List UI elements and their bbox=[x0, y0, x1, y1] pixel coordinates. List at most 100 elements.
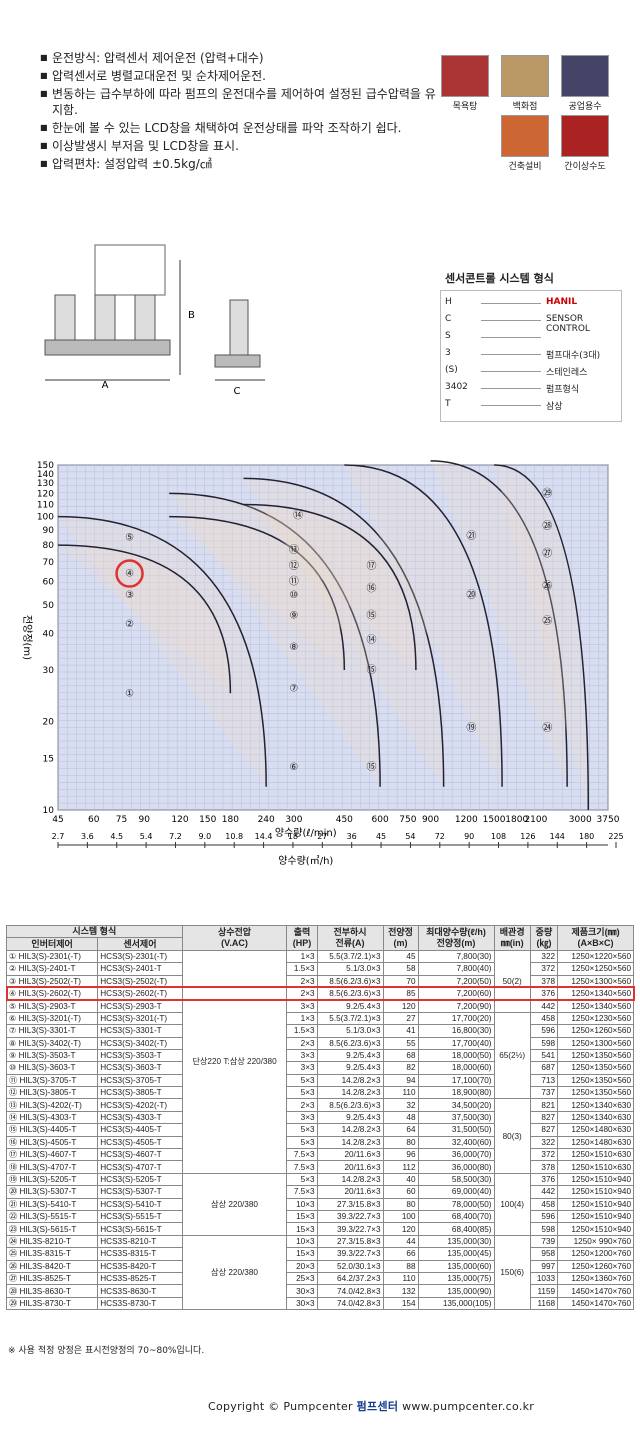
cell-flow: 17,100(70) bbox=[417, 1073, 495, 1088]
performance-chart: 1015203040506070809010011012013014015045… bbox=[21, 460, 624, 867]
cell-output: 7.5×3 bbox=[286, 1160, 318, 1174]
cell-inverter: ⑤ HIL3(S)-2903-T bbox=[5, 999, 99, 1013]
cell-pipe: 65(2½) bbox=[493, 1011, 531, 1100]
cell-inverter: ⑭ HIL3(S)-4303-T bbox=[5, 1110, 99, 1125]
table-row: ⑲ HIL3(S)-5205-T HCS3(S)-5205-T 삼상 220/380… bbox=[5, 1172, 634, 1236]
table-row: ⑧ HIL3(S)-3402(-T) HCS3(S)-3402(-T) 2×3 8.5… bbox=[5, 1036, 634, 1050]
cell-output: 3×3 bbox=[286, 1048, 318, 1063]
cell-weight: 322 bbox=[529, 1135, 559, 1150]
cell-head: 58 bbox=[382, 962, 419, 976]
cell-output: 15×3 bbox=[286, 1222, 318, 1236]
x2-tick-label: 3.6 bbox=[81, 832, 94, 841]
x-tick-label: 150 bbox=[199, 815, 216, 825]
model-code-connector bbox=[481, 388, 541, 389]
y-axis-label: 전양정(m) bbox=[21, 615, 33, 660]
table-row: ⑥ HIL3(S)-3201(-T) HCS3(S)-3201(-T) 1×3 5.5… bbox=[5, 1011, 634, 1100]
x2-tick-label: 5.4 bbox=[140, 832, 153, 841]
table-row: ⑰ HIL3(S)-4607-T HCS3(S)-4607-T 7.5×3 20/11… bbox=[5, 1148, 634, 1162]
performance-curve bbox=[57, 515, 267, 787]
cell-sensor: HCS3(S)-4202(-T) bbox=[97, 1098, 183, 1112]
x-tick-label: 3750 bbox=[597, 815, 620, 825]
cell-flow: 36,000(80) bbox=[417, 1160, 495, 1174]
table-row: ㉕ HIL3S-8315-T HCS3S-8315-T 15×3 39.3/22.7×… bbox=[5, 1247, 634, 1261]
cell-inverter: ㉕ HIL3S-8315-T bbox=[5, 1247, 99, 1261]
cell-head: 85 bbox=[382, 986, 419, 1001]
region-label: ① bbox=[125, 688, 134, 699]
cell-weight: 442 bbox=[529, 999, 559, 1013]
cell-weight: 687 bbox=[529, 1061, 559, 1075]
cell-size: 1250×1340×630 bbox=[557, 1098, 634, 1112]
cell-head: 32 bbox=[382, 1098, 419, 1112]
cell-weight: 1159 bbox=[529, 1284, 559, 1298]
cell-head: 80 bbox=[382, 1197, 419, 1212]
cell-size: 1250×1220×560 bbox=[557, 949, 634, 964]
feature-item: ■ 운전방식: 압력센서 제어운전 (압력+대수) bbox=[40, 50, 440, 66]
cell-inverter: ㉑ HIL3(S)-5410-T bbox=[5, 1197, 99, 1212]
header-current: 전부하시 전류(A) bbox=[316, 925, 384, 951]
cell-weight: 827 bbox=[529, 1110, 559, 1125]
table-row: ⑫ HIL3(S)-3805-T HCS3(S)-3805-T 5×3 14.2/8.… bbox=[5, 1086, 634, 1100]
cell-output: 7.5×3 bbox=[286, 1185, 318, 1199]
application-item: 간이상수도 bbox=[560, 115, 610, 172]
cell-output: 30×3 bbox=[286, 1284, 318, 1298]
region-label: ⑮ bbox=[367, 664, 377, 676]
table-row: ⑳ HIL3(S)-5307-T HCS3(S)-5307-T 7.5×3 20/11… bbox=[5, 1185, 634, 1199]
cell-weight: 997 bbox=[529, 1259, 559, 1273]
cell-head: 66 bbox=[382, 1247, 419, 1261]
cell-sensor: HCS3(S)-3603-T bbox=[97, 1061, 183, 1075]
cell-flow: 7,200(60) bbox=[417, 986, 495, 1001]
cell-sensor: HCS3(S)-2602(-T) bbox=[97, 986, 183, 1001]
cell-inverter: ⑰ HIL3(S)-4607-T bbox=[5, 1148, 99, 1162]
region-label: ⑰ bbox=[367, 560, 377, 572]
site-url[interactable]: www.pumpcenter.co.kr bbox=[402, 1400, 535, 1413]
cell-output: 1.5×3 bbox=[286, 1024, 318, 1038]
y-tick-label: 100 bbox=[37, 513, 54, 523]
application-item: 백화점 bbox=[500, 55, 550, 112]
cell-sensor: HCS3S-8420-T bbox=[97, 1259, 183, 1273]
cell-size: 1450×1470×760 bbox=[557, 1284, 634, 1298]
x-tick-label: 1500 bbox=[483, 815, 506, 825]
application-image bbox=[441, 55, 489, 97]
cell-inverter: ㉒ HIL3(S)-5515-T bbox=[5, 1209, 99, 1224]
application-item: 공업용수 bbox=[560, 55, 610, 112]
x-tick-label: 2100 bbox=[524, 815, 547, 825]
cell-current: 52.0/30.1×3 bbox=[316, 1259, 384, 1273]
cell-head: 70 bbox=[382, 974, 419, 988]
x-tick-label: 300 bbox=[285, 815, 302, 825]
cell-inverter: ㉘ HIL3S-8630-T bbox=[5, 1284, 99, 1298]
cell-sensor: HCS3(S)-3805-T bbox=[97, 1086, 183, 1100]
cell-flow: 34,500(20) bbox=[417, 1098, 495, 1112]
region-label: ⑲ bbox=[466, 722, 476, 734]
cell-flow: 135,000(60) bbox=[417, 1259, 495, 1273]
cell-weight: 598 bbox=[529, 1222, 559, 1236]
cell-size: 1250×1480×630 bbox=[557, 1123, 634, 1137]
cell-inverter: ⑬ HIL3(S)-4202(-T) bbox=[5, 1098, 99, 1112]
region-label: ⑭ bbox=[293, 509, 303, 521]
region-label: ⑳ bbox=[466, 589, 476, 601]
table-row: ㉔ HIL3S-8210-T HCS3S-8210-T 삼상 220/380 10×3… bbox=[5, 1234, 634, 1311]
cell-current: 64.2/37.2×3 bbox=[316, 1271, 384, 1286]
x2-tick-label: 4.5 bbox=[110, 832, 123, 841]
x2-axis-label: 양수량(㎥/h) bbox=[278, 854, 333, 867]
model-code-part: 3402 bbox=[445, 382, 468, 392]
region-label: ⑨ bbox=[289, 611, 298, 622]
cell-size: 1250× 990×760 bbox=[557, 1234, 634, 1249]
model-code-desc: 스테인레스 bbox=[546, 368, 588, 378]
header-weight: 중량 (㎏) bbox=[529, 925, 559, 951]
feature-text: 운전방식: 압력센서 제어운전 (압력+대수) bbox=[52, 51, 264, 65]
header-sensor: 센서제어 bbox=[97, 937, 183, 951]
cell-sensor: HCS3(S)-2401-T bbox=[97, 962, 183, 976]
cell-current: 5.5(3.7/2.1)×3 bbox=[316, 949, 384, 964]
cell-weight: 376 bbox=[529, 986, 559, 1001]
region-label: ㉕ bbox=[542, 615, 552, 627]
performance-curve bbox=[169, 515, 346, 671]
table-row: ⑯ HIL3(S)-4505-T HCS3(S)-4505-T 5×3 14.2/8.… bbox=[5, 1135, 634, 1150]
cell-current: 39.3/22.7×3 bbox=[316, 1247, 384, 1261]
pumpcenter-logo[interactable]: 펌프센터 bbox=[356, 1400, 399, 1413]
cell-sensor: HCS3(S)-3301-T bbox=[97, 1024, 183, 1038]
cell-weight: 958 bbox=[529, 1247, 559, 1261]
x2-tick-label: 144 bbox=[550, 832, 565, 841]
y-tick-label: 30 bbox=[43, 666, 55, 676]
cell-output: 10×3 bbox=[286, 1234, 318, 1249]
table-row: ㉙ HIL3S-8730-T HCS3S-8730-T 30×3 74.0/42.8×… bbox=[5, 1296, 634, 1311]
